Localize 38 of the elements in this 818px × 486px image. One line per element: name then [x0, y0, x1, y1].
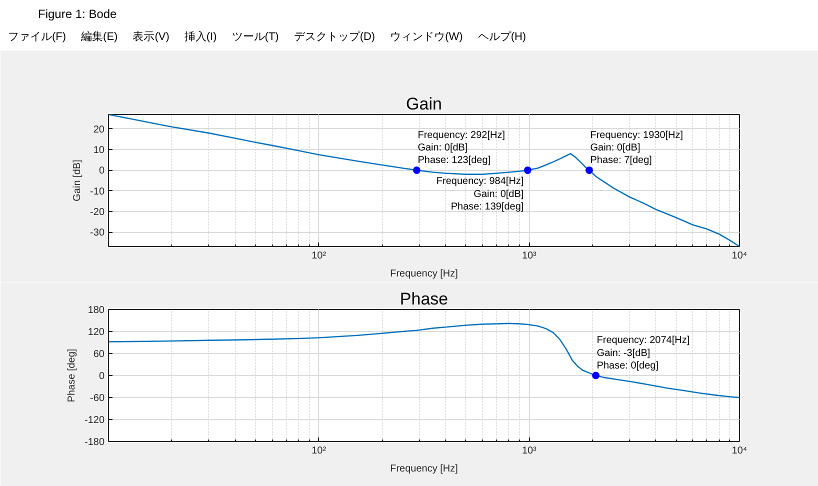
- text: 挿入(I): [184, 30, 217, 45]
- y-tick-label: 120: [88, 327, 105, 338]
- x-tick-label: 10²: [312, 446, 327, 456]
- chart-title: Phase: [400, 290, 448, 308]
- text: ファイル(F): [8, 30, 66, 45]
- y-tick-label: -180: [84, 437, 105, 448]
- annotation: Frequency: 292[Hz] Gain: 0[dB] Phase: 123[deg]: [418, 130, 506, 166]
- x-tick-label: 10⁴: [732, 446, 748, 456]
- y-tick-label: 0: [98, 371, 105, 382]
- y-tick-label: -120: [84, 415, 105, 426]
- y-tick-label: 20: [93, 124, 105, 136]
- y-tick-label: -20: [90, 206, 105, 218]
- text: ヘルプ(H): [478, 30, 526, 45]
- x-tick-label: 10⁴: [732, 250, 748, 262]
- text: ウィンドウ(W): [390, 30, 463, 45]
- text: Figure 1: Bode: [38, 6, 117, 23]
- x-tick-label: 10²: [312, 250, 327, 262]
- x-axis-title: Frequency [Hz]: [390, 464, 458, 474]
- annotation: Frequency: 2074[Hz] Gain: -3[dB] Phase: 0[deg]: [596, 335, 690, 372]
- y-tick-label: -30: [90, 228, 105, 239]
- annotation: Frequency: 984[Hz] Gain: 0[dB] Phase: 139[deg]: [436, 176, 524, 212]
- y-tick-label: 0: [98, 166, 105, 177]
- y-axis-title: Gain [dB]: [72, 159, 84, 202]
- x-tick-label: 10³: [522, 446, 538, 456]
- y-tick-label: 60: [93, 349, 105, 360]
- y-tick-label: 180: [88, 305, 105, 316]
- x-tick-label: 10³: [522, 250, 538, 262]
- chart-title: Gain: [406, 94, 442, 114]
- text: 編集(E): [81, 30, 118, 45]
- y-tick-label: -60: [90, 393, 105, 404]
- x-axis-title: Frequency [Hz]: [390, 268, 458, 280]
- text: ツール(T): [232, 30, 279, 45]
- text: 表示(V): [132, 30, 170, 45]
- y-tick-label: 10: [93, 145, 105, 156]
- y-axis-title: Phase [deg]: [66, 348, 78, 402]
- y-tick-label: -10: [90, 186, 105, 198]
- annotation: Frequency: 1930[Hz] Gain: 0[dB] Phase: 7[deg]: [590, 130, 684, 166]
- text: デスクトップ(D): [294, 30, 376, 45]
